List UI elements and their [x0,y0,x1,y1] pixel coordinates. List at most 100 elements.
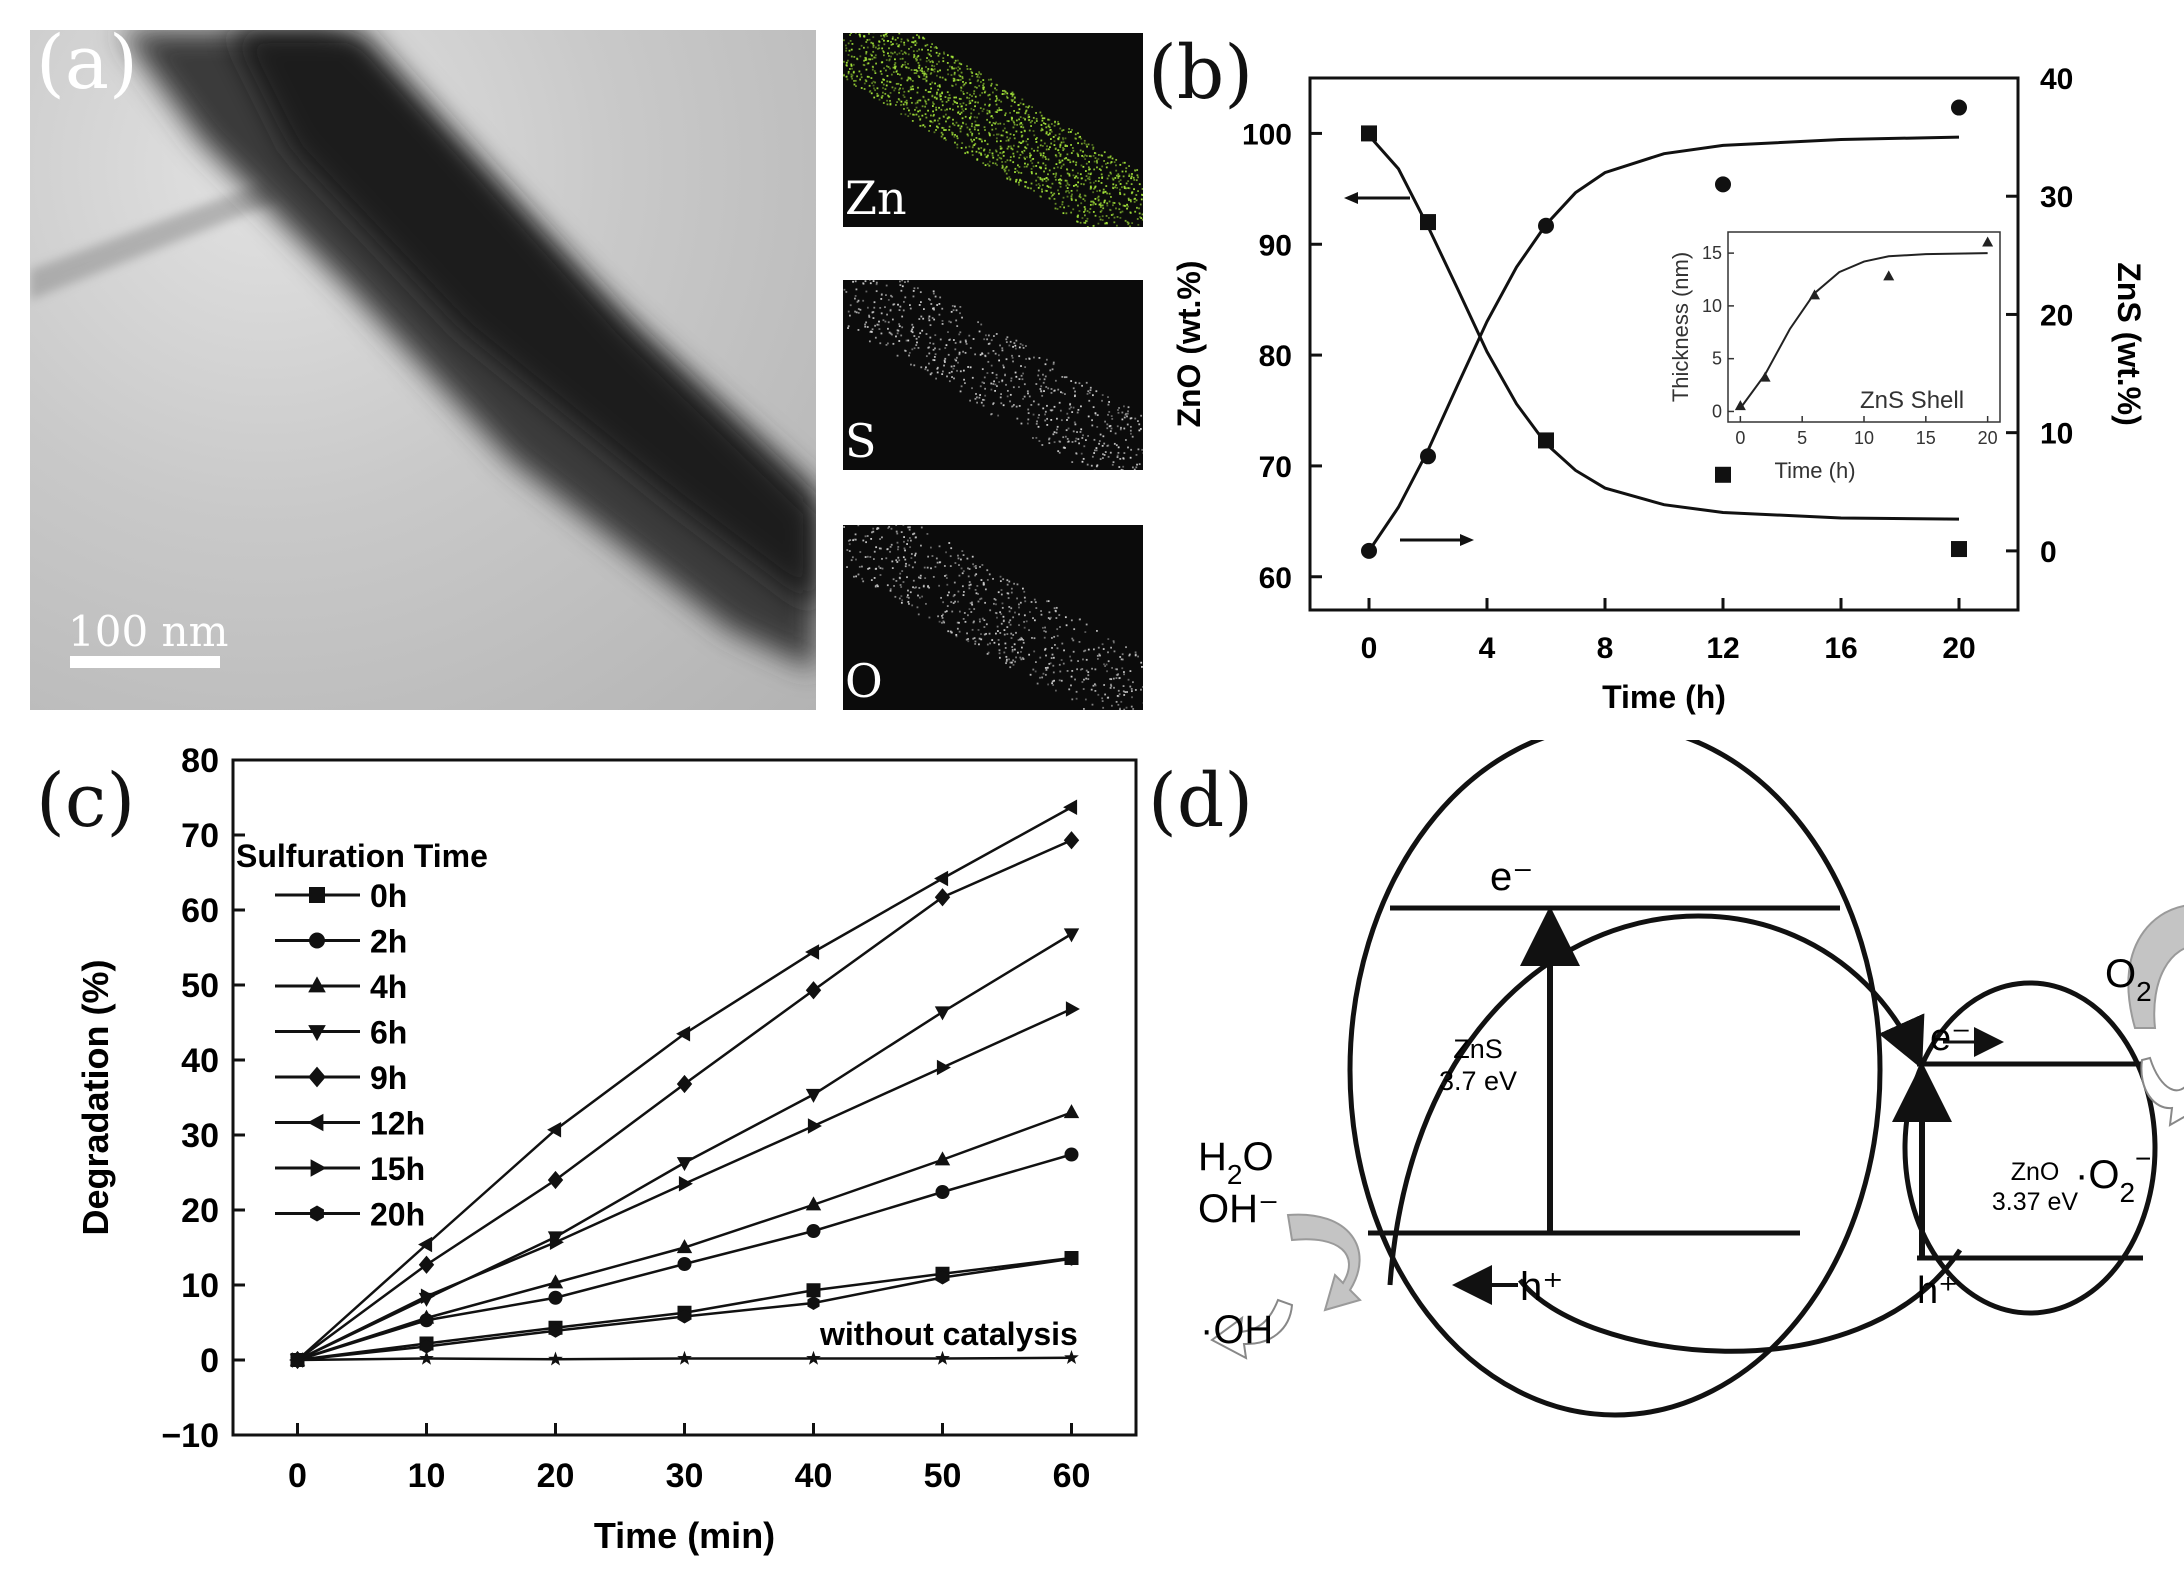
map-dot [941,373,944,376]
map-dot [990,382,993,385]
map-dot [1106,204,1109,207]
map-dot [1063,376,1066,379]
map-dot [985,156,988,158]
map-dot [1095,449,1098,452]
map-dot [990,413,992,416]
map-dot [989,98,991,101]
map-dot [1089,208,1092,210]
map-dot [1006,147,1009,150]
map-dot [926,566,929,569]
map-dot [904,101,907,104]
map-dot [1094,185,1097,188]
map-dot [949,338,951,341]
map-dot [1130,192,1133,195]
map-dot [1116,216,1119,218]
map-dot [900,65,903,67]
map-dot [888,525,891,528]
map-dot [1083,211,1085,213]
map-dot [1044,167,1047,170]
map-dot [1032,158,1035,160]
map-dot [849,539,852,542]
map-dot [868,38,871,41]
map-dot [969,131,972,134]
map-dot [873,577,876,579]
map-dot [1073,628,1076,631]
map-dot [980,597,983,600]
zns-name: ZnS [1453,1034,1503,1064]
map-dot [1109,171,1112,174]
map-dot [1123,673,1125,676]
map-dot [971,75,974,77]
map-dot [1096,166,1098,169]
map-dot [966,65,968,68]
map-dot [1012,126,1015,129]
map-dot [873,70,876,72]
map-dot [907,280,909,283]
map-dot [1004,374,1006,377]
map-dot [1011,646,1014,648]
map-dot [925,75,928,78]
map-dot [1106,177,1109,180]
map-dot [893,585,895,587]
map-dot [1049,129,1052,131]
map-dot [1025,345,1027,347]
map-dot [1034,121,1036,124]
map-dot [1102,188,1105,191]
map-dot [859,551,862,553]
map-dot [1111,157,1114,160]
map-dot [901,63,904,66]
map-dot [1007,592,1010,595]
map-dot [1130,432,1132,435]
map-dot [932,101,934,104]
legend-marker [308,976,326,993]
map-dot [925,333,928,335]
map-dot [946,605,949,607]
map-dot [995,95,998,98]
map-dot [1049,138,1052,140]
map-dot [913,40,916,43]
map-dot [1065,212,1068,215]
map-dot [904,113,907,116]
map-dot [988,151,991,154]
map-dot [994,100,997,103]
o2-symbol: O [2105,952,2136,996]
map-dot [1014,371,1017,374]
map-dot [1066,187,1069,189]
map-dot [932,110,935,113]
map-dot [1079,149,1082,152]
map-dot [1123,193,1126,196]
map-dot [1065,157,1068,159]
map-dot [969,93,971,96]
map-dot [1038,357,1041,359]
map-dot [953,79,956,82]
map-dot [987,154,989,157]
map-dot [876,95,879,97]
map-dot [1085,677,1088,680]
map-dot [967,567,969,570]
map-dot [1129,429,1132,432]
map-dot [1007,145,1010,148]
map-dot [1042,373,1044,376]
map-dot [987,352,990,355]
map-dot [1048,437,1051,440]
map-dot [899,84,902,86]
map-dot [907,63,909,65]
map-dot [885,59,888,61]
hydroxide-label: OH⁻ [1198,1187,1279,1231]
map-dot [935,106,937,109]
map-dot [1105,163,1107,165]
map-dot [851,556,854,559]
map-dot [1094,186,1096,189]
map-dot [933,68,936,70]
map-dot [1001,347,1004,350]
map-dot [999,147,1002,150]
map-dot [1082,708,1085,710]
map-dot [1011,148,1014,151]
map-dot [850,559,853,562]
map-dot [1086,145,1088,148]
map-dot [1053,144,1056,146]
map-dot [919,301,922,303]
map-dot [988,110,991,112]
map-dot [1061,129,1063,132]
map-dot [1077,142,1079,145]
